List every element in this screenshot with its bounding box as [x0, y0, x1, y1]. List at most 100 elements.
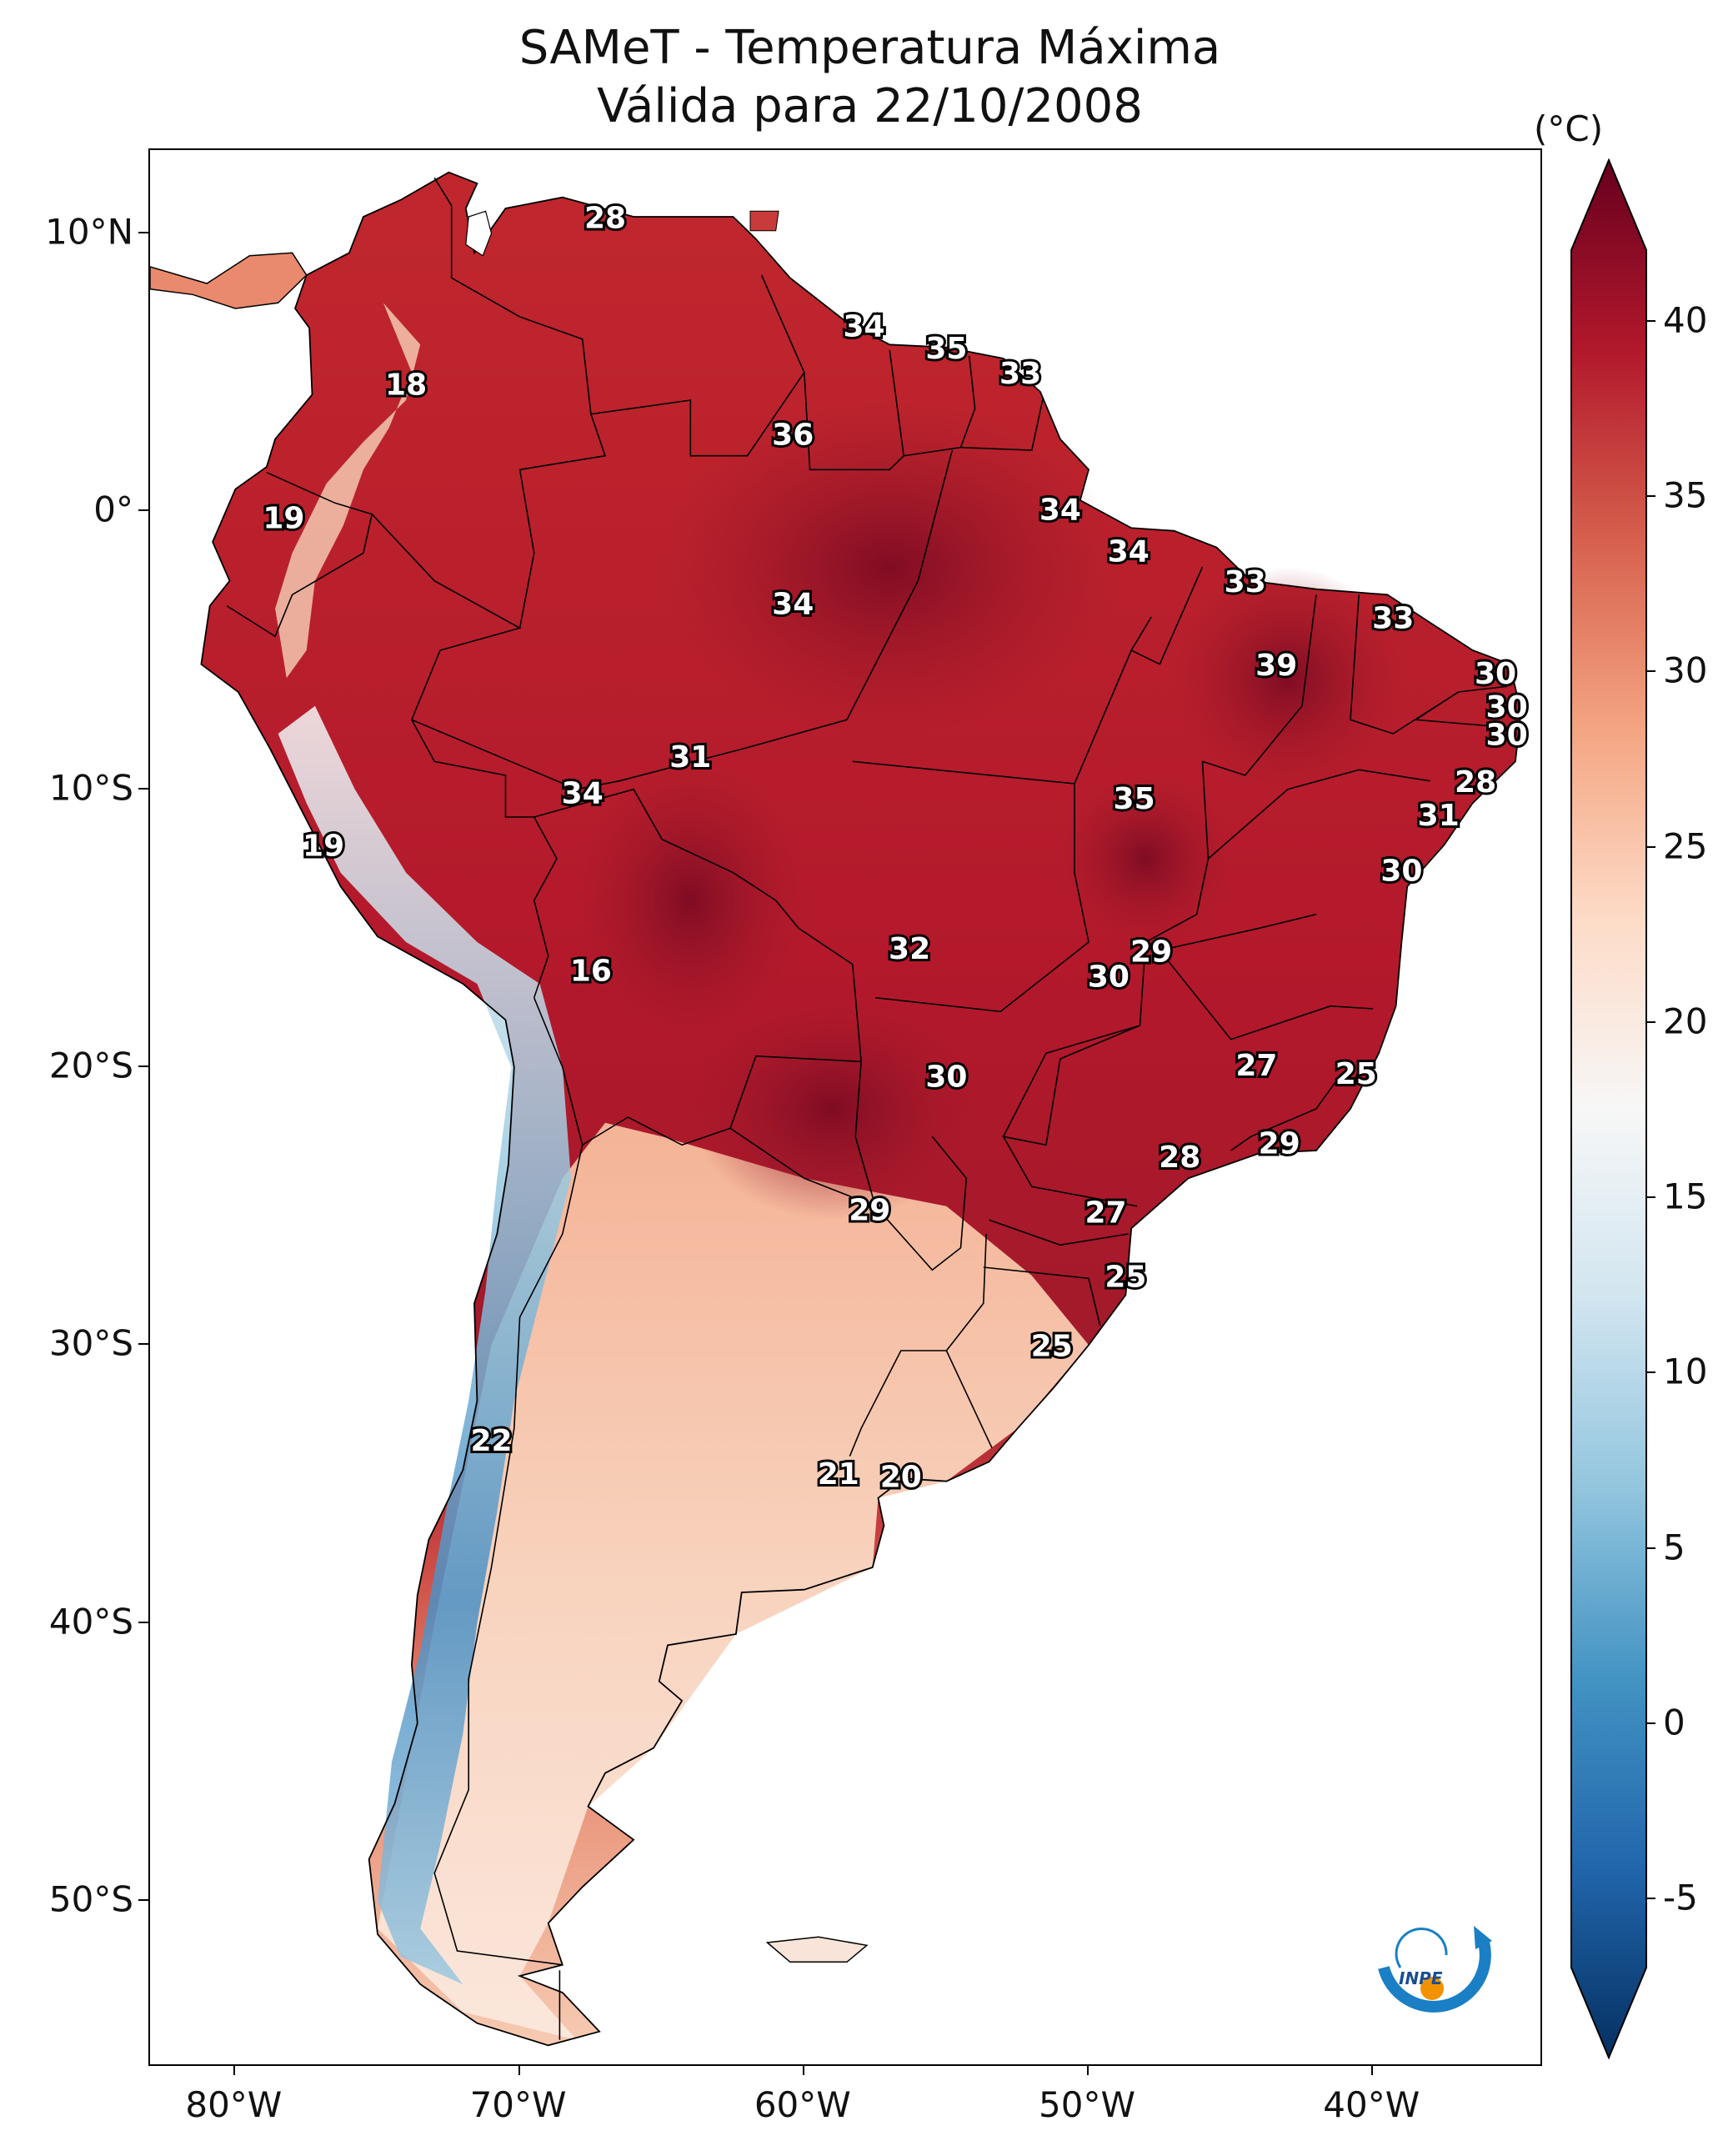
temperature-label: 35	[925, 332, 967, 366]
lat-tick	[138, 1065, 148, 1067]
falkland-islands	[765, 1936, 869, 1963]
andes-cold-region	[278, 705, 571, 1985]
temperature-label: 30	[1380, 855, 1422, 889]
temperature-label: 27	[1235, 1049, 1277, 1083]
temperature-label: 27	[1084, 1196, 1126, 1231]
map-subtitle: Válida para 22/10/2008	[597, 79, 1143, 133]
border-line	[590, 274, 805, 457]
temperature-label: 33	[1225, 565, 1266, 599]
colorbar-gradient	[1570, 158, 1647, 2059]
border-line	[533, 816, 558, 998]
border-line	[854, 1061, 968, 1271]
border-line	[849, 1233, 987, 1457]
colorbar-tick-label: 10	[1663, 1351, 1708, 1392]
lat-tick-label: 40°S	[48, 1601, 133, 1642]
temperature-label: 36	[772, 418, 814, 452]
temperature-label: 19	[263, 501, 304, 535]
temperature-label: 34	[1108, 534, 1150, 569]
colorbar-tick-label: 25	[1663, 825, 1708, 867]
temperature-label: 39	[1255, 649, 1297, 683]
temperature-label: 34	[562, 776, 604, 810]
inpe-logo: INPE	[1378, 1926, 1492, 2013]
colorbar-tick-label: 0	[1663, 1702, 1685, 1743]
lat-tick	[138, 1899, 148, 1901]
colorbar-tick-label: 30	[1663, 649, 1708, 691]
colorbar-tick	[1647, 495, 1655, 498]
temperature-label: 33	[1372, 601, 1414, 635]
temperature-label: 31	[1418, 799, 1460, 833]
temperature-label: 25	[1031, 1330, 1073, 1364]
coastline	[200, 171, 1522, 2047]
border-line	[1202, 594, 1317, 776]
colorbar-tick-label: 20	[1663, 1000, 1708, 1042]
lat-tick	[138, 1621, 148, 1623]
panama-region	[150, 252, 308, 309]
lon-tick	[1371, 2065, 1374, 2075]
border-line	[226, 471, 373, 638]
logo-text: INPE	[1399, 1968, 1443, 1988]
lat-tick-label: 0°	[93, 489, 133, 530]
map-title: SAMeT - Temperatura Máxima	[518, 21, 1221, 75]
hot-spot	[576, 761, 804, 1040]
colorbar-tick	[1647, 1020, 1655, 1023]
border-line	[433, 1145, 584, 1966]
lat-tick-label: 30°S	[48, 1322, 133, 1364]
colorbar-tick	[1647, 670, 1655, 673]
border-line	[960, 397, 1044, 451]
temperature-label: 16	[570, 955, 612, 989]
temperature-label: 21	[818, 1457, 859, 1492]
lon-tick	[518, 2065, 520, 2075]
lon-tick-label: 40°W	[1323, 2084, 1420, 2125]
colorbar-tick-label: 5	[1663, 1527, 1685, 1567]
colorbar-tick	[1647, 1196, 1655, 1199]
colorbar	[1570, 158, 1647, 2059]
temperature-label: 30	[1475, 657, 1516, 691]
temperature-label: 34	[843, 309, 884, 343]
hot-spot	[1059, 775, 1231, 942]
border-line	[1207, 769, 1430, 860]
colorbar-tick-label: 15	[1663, 1176, 1708, 1217]
lon-tick	[1087, 2065, 1089, 2075]
border-line	[852, 760, 1089, 1013]
lat-tick	[138, 509, 148, 512]
hot-spot	[662, 400, 1118, 734]
border-line	[1230, 1081, 1337, 1151]
border-line	[1158, 913, 1374, 1040]
lat-tick-label: 10°N	[45, 211, 133, 253]
colorbar-tick-label: -5	[1663, 1877, 1698, 1918]
temperature-label: 29	[1259, 1126, 1300, 1161]
temperature-label: 35	[1114, 782, 1155, 816]
colorbar-tick	[1647, 320, 1655, 323]
temperature-label: 28	[584, 201, 626, 235]
lat-tick	[138, 787, 148, 790]
temperature-label: 32	[889, 932, 930, 966]
lon-tick-label: 60°W	[754, 2084, 851, 2125]
border-line	[1130, 616, 1152, 651]
border-line	[433, 177, 607, 629]
temperature-label: 33	[999, 357, 1041, 391]
colorbar-unit: (°C)	[1534, 108, 1604, 149]
colorbar-tick-label: 40	[1663, 299, 1708, 341]
temperature-label: 20	[880, 1460, 922, 1494]
colorbar-tick-label: 35	[1663, 474, 1708, 516]
trinidad-island	[749, 210, 779, 232]
colorbar-tick	[1647, 1722, 1655, 1724]
temperature-label: 29	[849, 1193, 890, 1227]
border-line	[1350, 594, 1507, 735]
temperature-label: 31	[669, 740, 711, 775]
hot-spot	[690, 997, 975, 1221]
border-line	[889, 349, 904, 456]
lat-tick	[138, 1343, 148, 1346]
border-line	[846, 449, 954, 720]
map-frame[interactable]: 28 18 34 35 33 36 19 34 34 33 34 33 39 30 30 30 31 28 34 35…	[148, 148, 1542, 2066]
lat-tick-label: 10°S	[48, 767, 133, 809]
colorbar-tick	[1647, 845, 1655, 848]
colorbar-tick	[1647, 1547, 1655, 1549]
temperature-label: 25	[1335, 1057, 1377, 1091]
border-line	[1002, 1025, 1140, 1207]
lake-maracaibo	[465, 210, 493, 257]
border-line	[1414, 691, 1515, 730]
border-line	[989, 1219, 1129, 1246]
lon-tick-label: 50°W	[1039, 2084, 1136, 2125]
